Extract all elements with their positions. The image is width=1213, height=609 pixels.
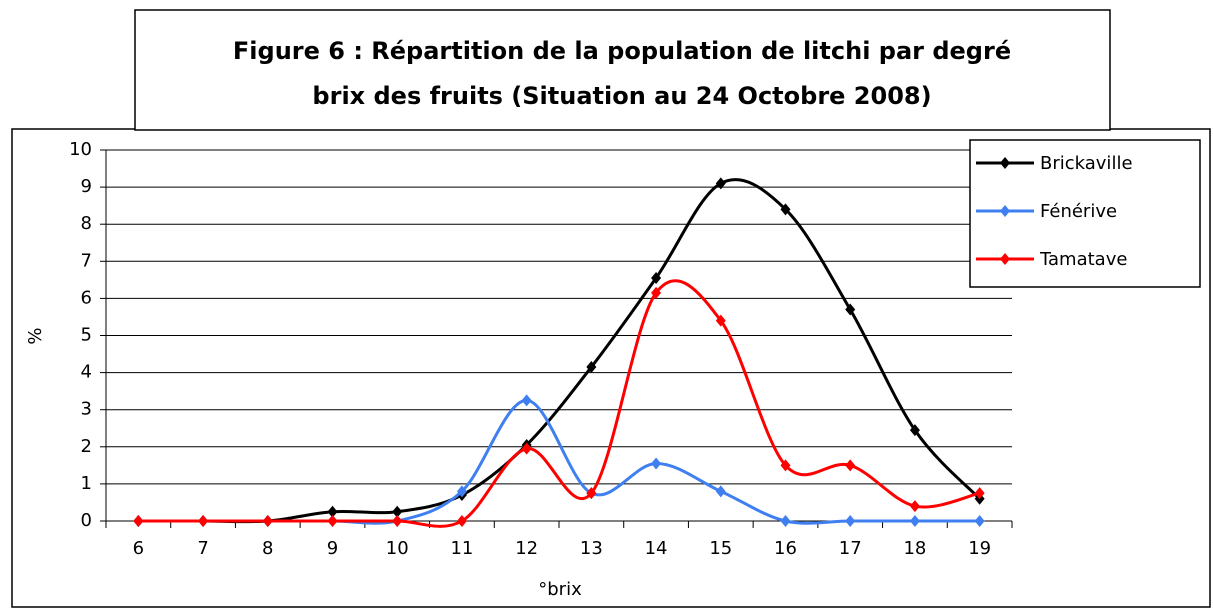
data-point xyxy=(909,515,920,527)
legend-label: Fénérive xyxy=(1040,201,1117,222)
data-point xyxy=(456,485,467,498)
data-point xyxy=(392,505,403,518)
y-tick-label: 7 xyxy=(81,250,92,271)
legend-marker xyxy=(1000,157,1010,169)
x-tick-label: 15 xyxy=(709,538,732,559)
data-point xyxy=(715,314,726,327)
data-point xyxy=(780,459,791,472)
chart-subtitle: brix des fruits (Situation au 24 Octobre… xyxy=(312,82,931,110)
y-tick-label: 9 xyxy=(81,176,92,197)
y-tick-label: 4 xyxy=(81,362,92,383)
data-point xyxy=(521,394,532,407)
y-tick-label: 8 xyxy=(81,213,92,234)
data-point xyxy=(780,515,791,527)
legend-marker xyxy=(1000,253,1010,265)
data-point xyxy=(651,286,662,299)
x-axis-label: °brix xyxy=(538,579,582,600)
data-point xyxy=(521,442,532,455)
y-tick-label: 6 xyxy=(81,287,92,308)
x-tick-label: 7 xyxy=(197,538,208,559)
data-point xyxy=(909,500,920,513)
data-point xyxy=(845,515,856,527)
x-tick-label: 13 xyxy=(580,538,603,559)
data-point xyxy=(133,515,144,527)
x-tick-label: 10 xyxy=(386,538,409,559)
data-point xyxy=(262,515,273,527)
y-tick-label: 2 xyxy=(81,436,92,457)
data-point xyxy=(909,424,920,437)
x-tick-label: 8 xyxy=(262,538,273,559)
data-point xyxy=(845,303,856,316)
y-tick-label: 0 xyxy=(81,510,92,531)
data-point xyxy=(327,515,338,527)
x-tick-label: 9 xyxy=(327,538,338,559)
data-point xyxy=(392,515,403,527)
data-point xyxy=(974,515,985,527)
title-box xyxy=(134,9,1111,131)
data-point xyxy=(327,505,338,518)
data-point xyxy=(586,487,597,500)
legend-marker xyxy=(1000,205,1010,217)
data-point xyxy=(845,459,856,472)
x-tick-label: 19 xyxy=(968,538,991,559)
legend-label: Tamatave xyxy=(1039,249,1127,270)
x-tick-label: 18 xyxy=(903,538,926,559)
x-tick-label: 11 xyxy=(450,538,473,559)
data-point xyxy=(715,177,726,190)
data-point xyxy=(715,485,726,498)
legend-label: Brickaville xyxy=(1040,153,1133,174)
data-point xyxy=(651,457,662,470)
data-point xyxy=(780,203,791,216)
y-axis-label: % xyxy=(25,327,46,344)
y-tick-label: 3 xyxy=(81,399,92,420)
x-tick-label: 6 xyxy=(133,538,144,559)
data-point xyxy=(198,515,209,527)
data-point xyxy=(974,487,985,500)
y-tick-label: 10 xyxy=(69,139,92,160)
chart-title: Figure 6 : Répartition de la population … xyxy=(233,37,1011,65)
y-tick-label: 5 xyxy=(81,325,92,346)
data-point xyxy=(651,271,662,284)
x-tick-label: 16 xyxy=(774,538,797,559)
x-tick-label: 12 xyxy=(515,538,538,559)
x-tick-label: 14 xyxy=(645,538,668,559)
data-point xyxy=(586,361,597,374)
data-point xyxy=(456,515,467,527)
y-tick-label: 1 xyxy=(81,473,92,494)
x-tick-label: 17 xyxy=(839,538,862,559)
